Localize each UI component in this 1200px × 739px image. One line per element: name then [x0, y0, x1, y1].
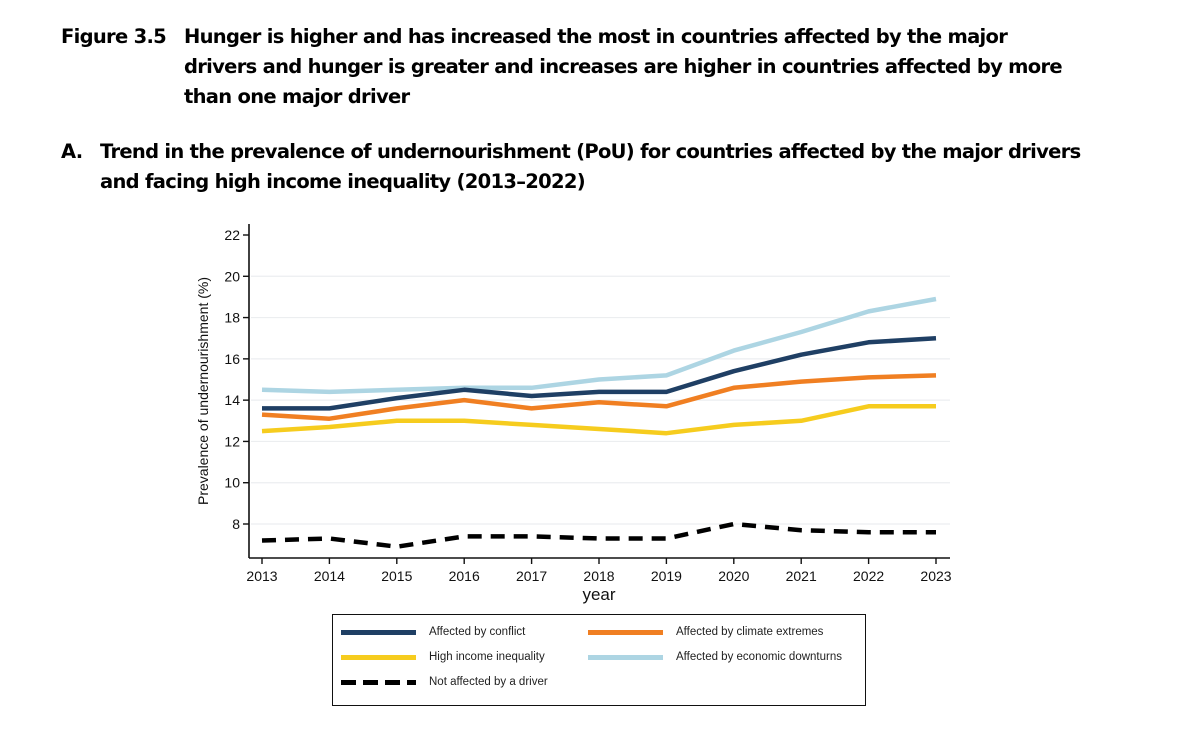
x-tick-label: 2023: [920, 568, 951, 584]
series-line-not-affected-by-a-driver: [261, 521, 936, 549]
y-tick-label: 22: [224, 227, 240, 243]
x-tick-label: 2021: [786, 568, 817, 584]
x-tick-label: 2016: [449, 568, 480, 584]
x-tick-label: 2018: [583, 568, 614, 584]
series-line-affected-by-climate-extremes: [261, 373, 937, 421]
legend-swatch-climate: [588, 629, 663, 635]
y-tick-label: 14: [224, 392, 240, 408]
legend-swatch-not-affected: [341, 679, 416, 685]
y-axis-title: Prevalence of undernourishment (%): [195, 277, 211, 505]
legend-item-not-affected: Not affected by a driver: [341, 676, 548, 688]
y-tick-label: 10: [224, 475, 240, 491]
legend-label-downturns: Affected by economic downturns: [676, 651, 842, 663]
y-tick-label: 16: [224, 351, 240, 367]
legend-label-not-affected: Not affected by a driver: [429, 676, 548, 688]
panel-title: Trend in the prevalence of undernourishm…: [100, 140, 1081, 193]
legend-item-downturns: Affected by economic downturns: [588, 651, 842, 663]
gridlines: [251, 275, 950, 525]
y-tick-label: 12: [224, 433, 240, 449]
legend-item-climate: Affected by climate extremes: [588, 626, 823, 638]
figure-label: Figure 3.5: [61, 25, 167, 48]
x-tick-label: 2022: [853, 568, 884, 584]
y-tick-label: 18: [224, 310, 240, 326]
legend-item-conflict: Affected by conflict: [341, 626, 525, 638]
legend-swatch-downturns: [588, 654, 663, 660]
series-line-high-income-inequality: [261, 404, 936, 436]
x-tick-label: 2013: [246, 568, 277, 584]
figure-title: Hunger is higher and has increased the m…: [184, 25, 1063, 108]
legend-item-inequality: High income inequality: [341, 651, 545, 663]
panel-letter: A.: [61, 140, 83, 163]
y-tick-label: 8: [232, 516, 240, 532]
y-ticks: 8 10 12 14 16 18 20 22: [224, 227, 249, 532]
x-tick-label: 2017: [516, 568, 547, 584]
legend-swatch-inequality: [341, 654, 416, 660]
series-lines: [261, 296, 937, 549]
y-tick-label: 20: [224, 268, 240, 284]
x-tick-label: 2015: [381, 568, 412, 584]
legend-label-conflict: Affected by conflict: [429, 626, 526, 638]
legend-label-climate: Affected by climate extremes: [676, 626, 824, 638]
x-tick-label: 2019: [651, 568, 682, 584]
x-ticks: 2013 2014 2015 2016 2017 2018 2019 2020 2021 2022…: [246, 558, 952, 584]
x-tick-label: 2020: [718, 568, 749, 584]
x-axis-title: year: [582, 585, 615, 604]
chart-legend: Affected by conflict Affected by climate…: [332, 614, 866, 706]
legend-swatch-conflict: [341, 629, 416, 635]
legend-label-inequality: High income inequality: [429, 651, 545, 663]
series-line-affected-by-conflict: [262, 335, 937, 411]
series-line-affected-by-economic-downturns: [261, 296, 937, 395]
x-tick-label: 2014: [314, 568, 345, 584]
